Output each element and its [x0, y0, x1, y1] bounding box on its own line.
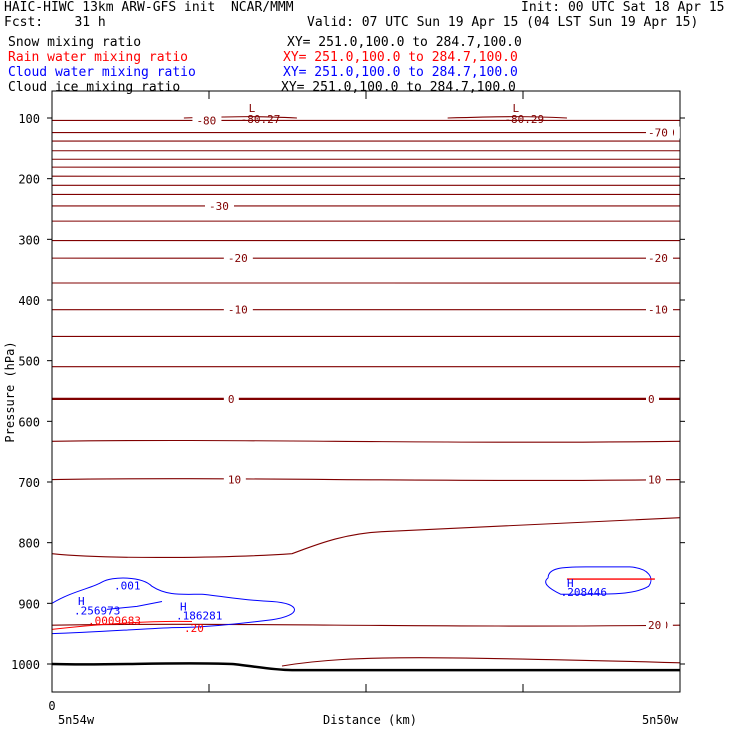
temperature-contour-label: -30: [209, 200, 229, 213]
temperature-contour: [51, 365, 681, 368]
temperature-contour: [51, 335, 681, 338]
temperature-contour: [51, 184, 681, 187]
cloud-water-contours: [51, 566, 652, 635]
temperature-contour-label: 0: [648, 393, 655, 406]
contour-labels: -80-70-30-20-1001020-70-20-1001020L-80.2…: [74, 102, 680, 635]
temperature-contour-label: -10: [228, 304, 248, 317]
x-axis-title: Distance (km): [323, 713, 417, 727]
temperature-contour: [51, 478, 681, 481]
label-background: [223, 392, 239, 405]
field-snow-name: Snow mixing ratio: [8, 35, 142, 50]
temperature-contour-label: 10: [648, 474, 661, 487]
low-marker: L: [512, 102, 519, 115]
temperature-contour: [51, 517, 681, 559]
cloud-water-high-value: .186281: [176, 610, 222, 623]
forecast-hour: Fcst: 31 h: [4, 15, 106, 30]
label-background: [192, 114, 222, 127]
low-value: -80.29: [504, 113, 544, 126]
label-background: [646, 126, 673, 139]
temperature-contour-label: -20: [648, 252, 668, 265]
y-axis-title: Pressure (hPa): [3, 341, 17, 442]
y-tick-label: 200: [18, 173, 40, 187]
temperature-contour: [51, 282, 681, 284]
temperature-contour: [51, 193, 681, 196]
label-background: [646, 473, 666, 486]
terrain-line: [51, 661, 680, 672]
cloud-water-contour: [51, 577, 295, 635]
temperature-contour: [51, 166, 681, 169]
plot-title: HAIC-HIWC 13km ARW-GFS init NCAR/MMM: [4, 0, 294, 15]
y-tick-label: 700: [18, 476, 40, 490]
init-time: Init: 00 UTC Sat 18 Apr 15: [521, 0, 725, 15]
low-marker: L: [249, 102, 256, 115]
rain-water-value: .20: [184, 622, 204, 635]
label-background: [646, 303, 673, 316]
label-background: [223, 473, 246, 486]
x-right-label: 5n50w: [642, 713, 679, 727]
temperature-contour: [51, 397, 681, 401]
x-left-label: 5n54w: [58, 713, 95, 727]
label-background: [223, 303, 253, 316]
temperature-contour-label: -80: [196, 114, 216, 127]
temperature-contour: [281, 657, 681, 667]
temperature-contour: [51, 439, 681, 443]
temperature-contour: [51, 623, 681, 627]
temperature-contour: [51, 257, 681, 260]
valid-time: Valid: 07 UTC Sun 19 Apr 15 (04 LST Sun …: [307, 15, 699, 30]
cloud-water-high-marker: H: [567, 577, 574, 590]
label-background: [646, 619, 666, 632]
x-start-label: 0: [48, 699, 55, 713]
low-value: -80.27: [241, 113, 281, 126]
rain-water-contour: [51, 620, 193, 630]
temperature-contour: [51, 204, 681, 207]
cloud-water-high-value: .208446: [561, 586, 607, 599]
label-background: [646, 392, 659, 405]
cloud-water-high-marker: H: [180, 601, 187, 614]
temperature-contour: [51, 220, 681, 223]
label-background: [646, 252, 673, 265]
temperature-contour-label: 10: [228, 474, 241, 487]
y-tick-label: 100: [18, 112, 40, 126]
y-tick-label: 1000: [11, 658, 40, 672]
terrain-line: [51, 661, 680, 672]
plot-frame: [51, 90, 681, 693]
rain-water-contours: [51, 578, 655, 630]
field-rain-name: Rain water mixing ratio: [8, 50, 189, 65]
cloud-water-high-value: .256973: [74, 604, 120, 617]
y-tick-label: 500: [18, 355, 40, 369]
temperature-contour-label: -10: [648, 304, 668, 317]
cloud-water-high-marker: H: [78, 595, 85, 608]
temperature-contour: [51, 149, 681, 152]
field-rain-xy: XY= 251.0,100.0 to 284.7,100.0: [283, 50, 518, 65]
field-cloudwater-xy: XY= 251.0,100.0 to 284.7,100.0: [283, 65, 518, 80]
low-contour: [447, 116, 567, 119]
temperature-contour: [51, 119, 681, 122]
y-tick-label: 600: [18, 415, 40, 429]
temperature-contour-label: -70: [648, 127, 668, 140]
field-cloudwater-name: Cloud water mixing ratio: [8, 65, 196, 80]
temperature-contour: [51, 158, 681, 161]
temperature-contour: [51, 308, 681, 311]
rain-water-value: .0009683: [88, 615, 141, 628]
temperature-contour: [51, 140, 681, 143]
y-tick-label: 300: [18, 233, 40, 247]
label-background: [223, 252, 253, 265]
cloud-water-contour-label: .001: [114, 579, 141, 592]
temperature-contour: [51, 239, 681, 242]
cloud-water-contour: [106, 601, 163, 610]
temperature-contours: [51, 116, 681, 667]
temperature-contour: [51, 131, 681, 134]
y-tick-label: 800: [18, 537, 40, 551]
cloud-water-contour: [545, 566, 652, 595]
temperature-contour-label: 20: [648, 619, 661, 632]
y-tick-label: 900: [18, 597, 40, 611]
field-snow-xy: XY= 251.0,100.0 to 284.7,100.0: [287, 35, 522, 50]
temperature-contour-label: -20: [228, 252, 248, 265]
y-tick-label: 400: [18, 294, 40, 308]
temperature-contour: [51, 175, 681, 178]
temperature-contour-label: 0: [228, 393, 235, 406]
label-background: [205, 199, 234, 212]
